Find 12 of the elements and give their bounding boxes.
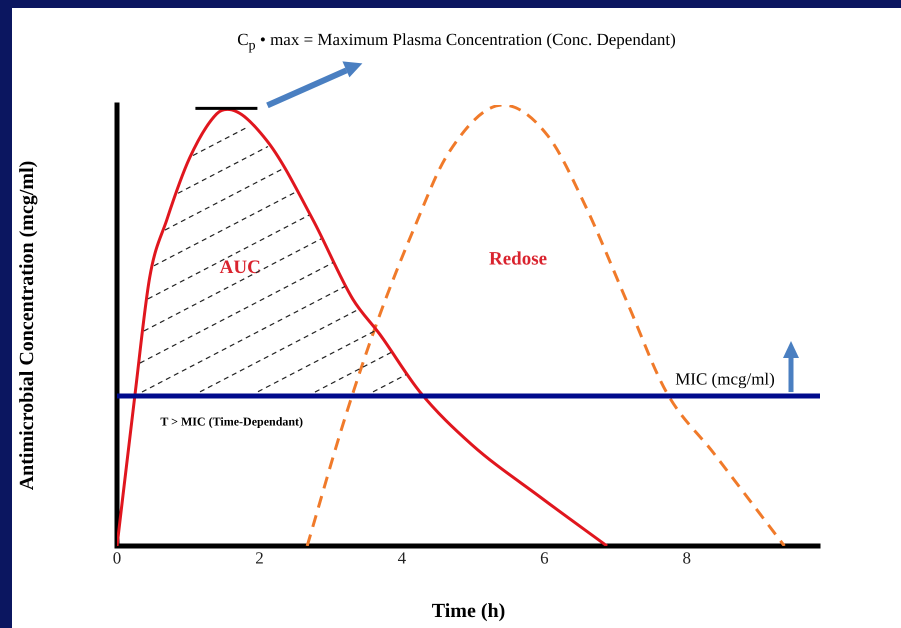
x-axis-title: Time (h) (432, 600, 506, 622)
x-tick-label: 8 (682, 548, 692, 568)
x-tick-label: 6 (540, 548, 549, 568)
annotation: T > MIC (Time-Dependant) (160, 414, 304, 429)
annotation: AUC (220, 257, 261, 278)
annotation: Redose (488, 248, 548, 270)
x-tick-label: 0 (112, 548, 122, 568)
chart-title: C$_{p}$ • max = Maximum Plasma Concentration (Conc. Dependant) (236, 30, 677, 54)
x-tick-label: 4 (398, 548, 407, 568)
ref-line-label: MIC (mcg/ml) (675, 370, 775, 389)
x-tick-label: 2 (255, 548, 264, 568)
y-axis-title: Antimicrobial Concentration (mcg/ml) (16, 160, 38, 490)
